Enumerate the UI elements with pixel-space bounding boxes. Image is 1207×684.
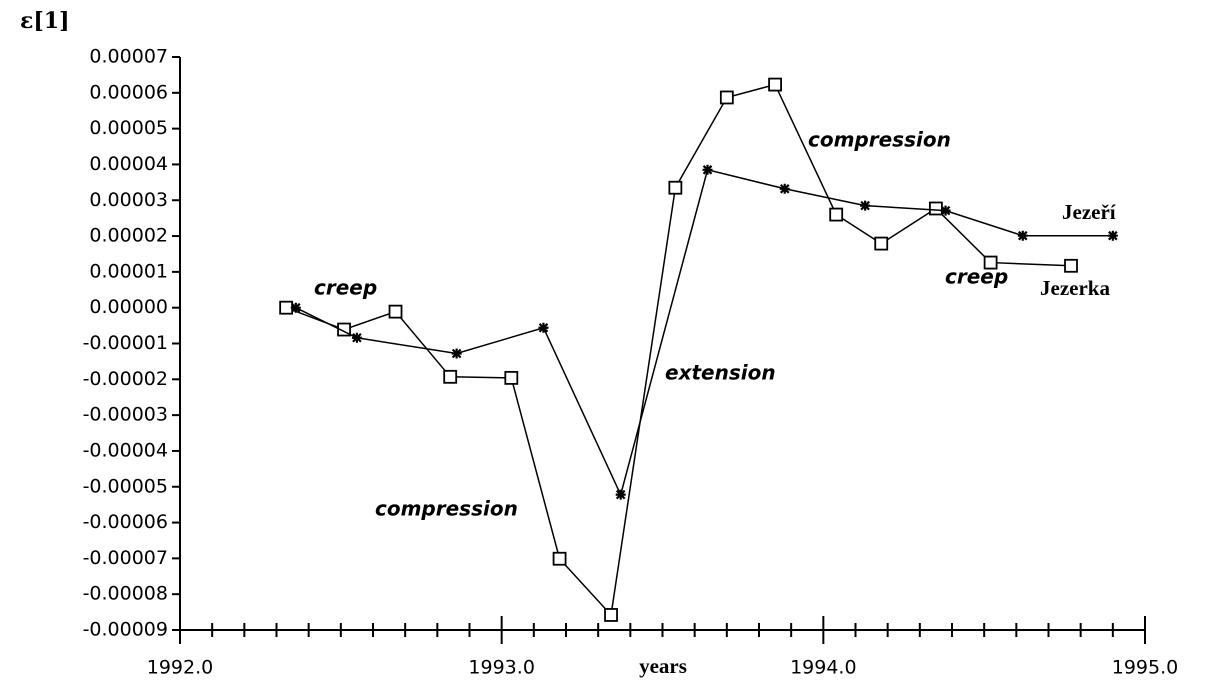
star-marker xyxy=(290,302,301,313)
y-tick-label: 0.00001 xyxy=(89,260,168,282)
y-tick-label: -0.00009 xyxy=(83,619,168,641)
square-marker xyxy=(983,255,998,270)
y-tick-label: -0.00008 xyxy=(83,583,168,605)
annotation: extension xyxy=(665,361,776,385)
x-tick-label: 1994.0 xyxy=(790,657,856,679)
annotation: creep xyxy=(945,265,1008,289)
y-tick-label: -0.00007 xyxy=(83,547,168,569)
y-tick-label: -0.00006 xyxy=(83,511,168,533)
x-tick-label: 1993.0 xyxy=(468,657,534,679)
series-label: Jezerka xyxy=(1040,276,1110,300)
y-tick-label: 0.00005 xyxy=(89,117,168,139)
x-tick-label: 1995.0 xyxy=(1112,657,1178,679)
y-tick-label: -0.00004 xyxy=(83,439,168,461)
series-line xyxy=(295,168,1113,497)
y-tick-label: 0.00000 xyxy=(89,296,168,318)
y-tick-label: 0.00006 xyxy=(89,81,168,103)
star-marker xyxy=(940,205,951,216)
square-marker xyxy=(552,551,567,566)
y-tick-label: -0.00005 xyxy=(83,475,168,497)
square-marker xyxy=(668,180,683,195)
x-tick-label: 1992.0 xyxy=(147,657,213,679)
y-tick-label: -0.00001 xyxy=(83,332,168,354)
star-marker xyxy=(702,164,713,175)
annotation: compression xyxy=(808,128,951,152)
star-marker xyxy=(615,489,626,500)
star-marker xyxy=(860,200,871,211)
star-marker xyxy=(779,183,790,194)
square-marker xyxy=(1064,258,1078,273)
annotation: creep xyxy=(314,276,377,300)
square-marker xyxy=(719,90,734,105)
y-tick-label: 0.00007 xyxy=(89,46,168,68)
star-marker xyxy=(1107,230,1118,241)
star-marker xyxy=(538,322,549,333)
series-line xyxy=(285,83,1072,617)
square-marker xyxy=(604,608,618,622)
square-marker xyxy=(504,370,519,385)
series-label: Jezeří xyxy=(1062,200,1117,224)
y-tick-label: 0.00002 xyxy=(89,225,168,247)
square-marker xyxy=(929,201,943,216)
square-marker xyxy=(768,77,782,92)
x-axis-label: years xyxy=(639,654,687,678)
square-marker xyxy=(279,300,294,315)
y-tick-label: -0.00003 xyxy=(83,404,168,426)
square-marker xyxy=(388,304,403,319)
square-marker xyxy=(443,369,458,384)
star-marker xyxy=(451,348,462,359)
star-marker xyxy=(1017,230,1028,241)
y-tick-label: 0.00004 xyxy=(89,153,168,175)
square-marker xyxy=(829,207,844,222)
square-marker xyxy=(874,236,889,251)
y-tick-label: 0.00003 xyxy=(89,189,168,211)
annotation: compression xyxy=(375,497,518,521)
y-tick-label: -0.00002 xyxy=(83,368,168,390)
y-axis-label: ε[1] xyxy=(20,8,70,34)
star-marker xyxy=(351,332,362,343)
